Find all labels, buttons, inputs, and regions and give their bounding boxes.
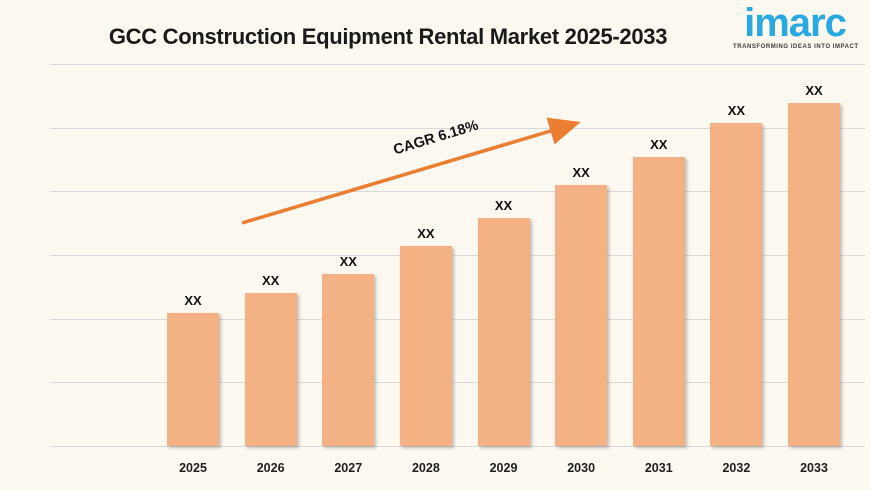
bar[interactable] xyxy=(788,102,840,446)
bar-value-label: XX xyxy=(339,254,357,270)
bar[interactable] xyxy=(322,274,375,446)
bar-group-2026: XX 2026 xyxy=(244,64,297,475)
gridline xyxy=(50,64,865,65)
bar[interactable] xyxy=(555,185,608,446)
plot-area: XX 2025 XX 2026 XX 2027 XX 2028 XX 2029 XX 2030 XX 20… xyxy=(50,64,865,475)
gridline xyxy=(50,318,865,320)
x-axis-label: 2027 xyxy=(334,461,363,475)
x-axis-label: 2029 xyxy=(489,461,518,475)
bar-group-2025: XX 2025 xyxy=(167,64,219,475)
bar[interactable] xyxy=(167,313,219,446)
bar-series: XX 2025 XX 2026 XX 2027 XX 2028 XX 2029 XX 2030 XX 20… xyxy=(167,64,840,475)
x-axis-label: 2025 xyxy=(179,461,207,475)
bar[interactable] xyxy=(632,156,685,446)
x-axis-label: 2026 xyxy=(256,461,285,475)
chart-title: GCC Construction Equipment Rental Market… xyxy=(108,24,668,49)
imarc-logo-tagline: TRANSFORMING IDEAS INTO IMPACT xyxy=(733,44,859,50)
bar-value-label: XX xyxy=(727,102,746,118)
bar-group-2028: XX 2028 xyxy=(399,64,452,475)
gridline xyxy=(50,446,865,447)
bar-group-2030: XX 2030 xyxy=(555,64,608,475)
bar-value-label: XX xyxy=(572,165,590,181)
bar-group-2033: XX 2033 xyxy=(788,64,840,475)
gridline xyxy=(50,255,865,256)
bar-group-2027: XX 2027 xyxy=(322,64,375,475)
bar-value-label: XX xyxy=(650,136,668,152)
bar-value-label: XX xyxy=(805,82,823,98)
bar-group-2032: XX 2032 xyxy=(710,64,763,475)
bar-value-label: XX xyxy=(184,293,202,309)
bar-value-label: XX xyxy=(417,225,435,241)
x-axis-label: 2031 xyxy=(644,461,673,475)
x-axis-label: 2033 xyxy=(800,461,828,475)
bar-group-2029: XX 2029 xyxy=(477,64,530,475)
bar[interactable] xyxy=(477,217,530,446)
imarc-logo: imarc TRANSFORMING IDEAS INTO IMPACT xyxy=(733,1,859,50)
bar-value-label: XX xyxy=(494,197,513,213)
bar-value-label: XX xyxy=(261,272,280,288)
x-axis-label: 2032 xyxy=(722,461,751,475)
bar[interactable] xyxy=(399,245,452,446)
bar-group-2031: XX 2031 xyxy=(632,64,685,475)
imarc-logo-text: imarc xyxy=(744,1,847,45)
x-axis-label: 2030 xyxy=(567,461,596,475)
x-axis-label: 2028 xyxy=(411,461,440,475)
bar[interactable] xyxy=(710,122,763,446)
bar[interactable] xyxy=(244,292,297,446)
gridline xyxy=(50,382,865,384)
